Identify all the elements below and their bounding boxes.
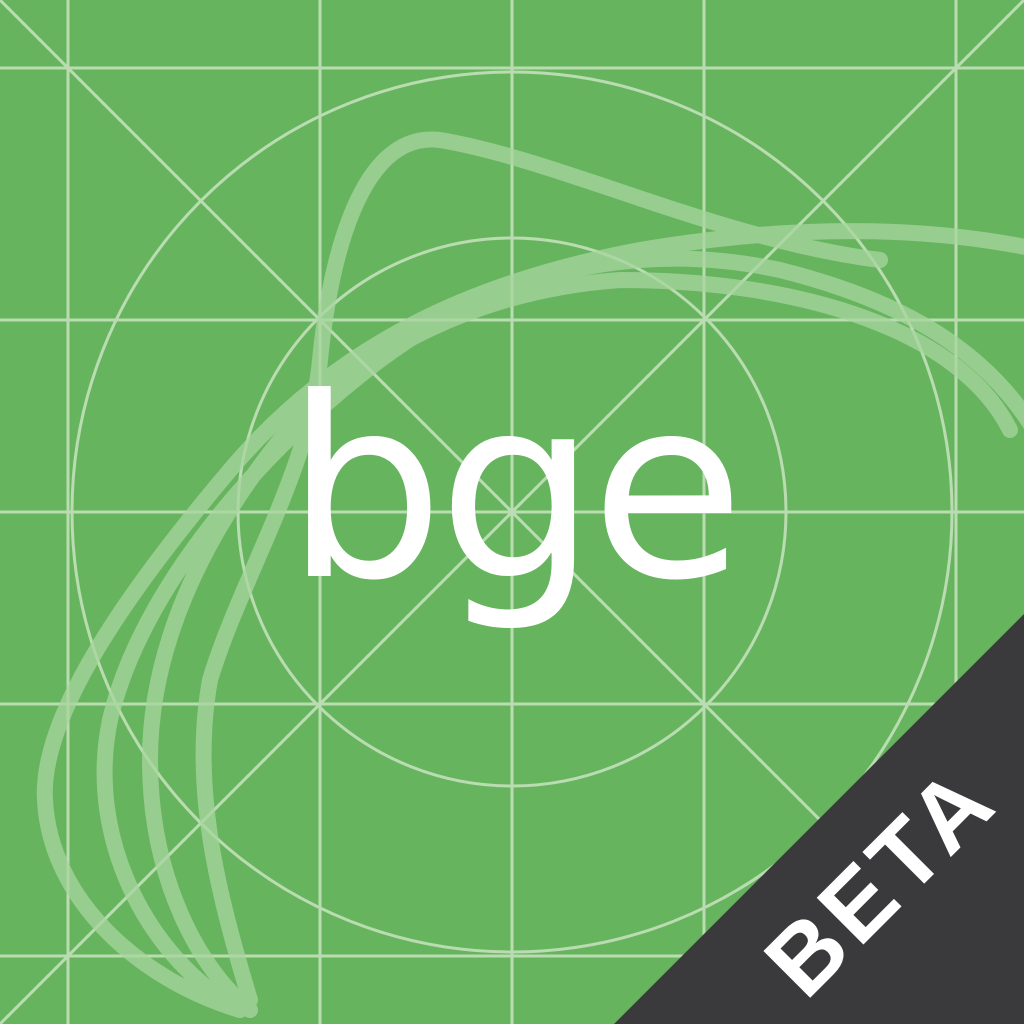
beta-badge [614, 614, 1024, 1024]
swoosh-ribbon-icon [36, 131, 1024, 1018]
app-wordmark: bge [285, 344, 744, 635]
grid-circle-outer [70, 70, 954, 954]
